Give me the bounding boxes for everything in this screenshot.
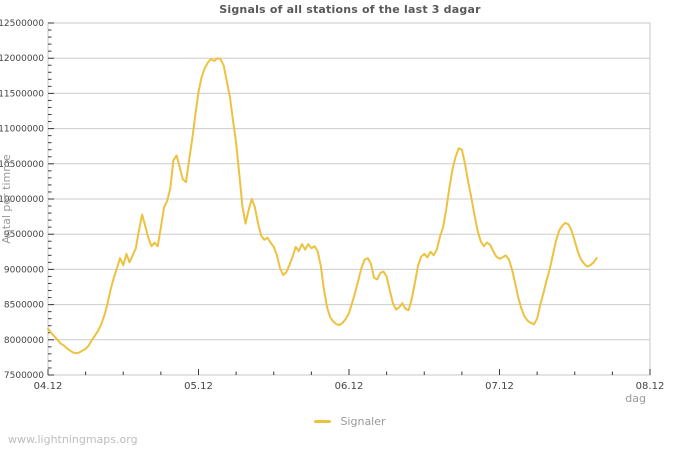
x-axis-tick-label: 07.12	[485, 381, 514, 392]
legend: Signaler	[0, 413, 700, 429]
legend-series-label: Signaler	[340, 414, 386, 428]
series-color-swatch	[314, 419, 332, 423]
x-axis-tick-label: 08.12	[636, 381, 665, 392]
y-axis-tick-label: 12500000	[0, 19, 44, 29]
watermark-link: www.lightningmaps.org	[8, 433, 138, 446]
series-line-signaler	[47, 57, 598, 355]
x-axis-title: dag	[625, 392, 646, 405]
y-axis-tick-label: 7500000	[4, 371, 44, 381]
y-axis-tick-label: 8000000	[4, 336, 44, 346]
y-axis-tick-label: 10500000	[0, 160, 44, 170]
x-axis-tick-label: 06.12	[335, 381, 364, 392]
y-axis-title: Antal per timme	[0, 154, 13, 244]
y-axis-tick-label: 12000000	[0, 54, 44, 64]
chart-title: Signals of all stations of the last 3 da…	[219, 3, 481, 16]
y-axis-tick-label: 11500000	[0, 89, 44, 99]
x-axis-tick-label: 05.12	[184, 381, 213, 392]
y-axis-tick-label: 9000000	[4, 265, 44, 275]
x-axis-tick-label: 04.12	[34, 381, 63, 392]
y-axis-tick-label: 11000000	[0, 125, 44, 135]
y-axis-tick-label: 9500000	[4, 230, 44, 240]
y-axis-tick-label: 8500000	[4, 301, 44, 311]
y-axis-tick-label: 10000000	[0, 195, 44, 205]
